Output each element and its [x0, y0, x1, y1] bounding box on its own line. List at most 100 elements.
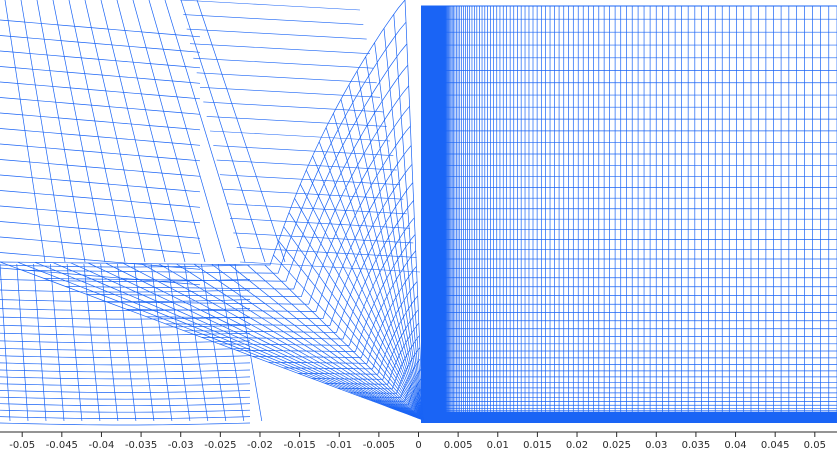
axis-tick-label: 0.015	[523, 440, 552, 451]
mesh-line	[219, 217, 415, 346]
mesh-line	[372, 369, 422, 402]
mesh-line	[20, 0, 66, 263]
mesh-line	[132, 0, 206, 263]
mesh-line	[252, 250, 416, 358]
mesh-line	[311, 309, 419, 380]
mesh-line	[66, 263, 83, 422]
mesh-line	[283, 281, 418, 370]
mesh-line	[0, 174, 201, 193]
mesh-line	[100, 263, 119, 422]
axis-tick-label: 0.04	[724, 440, 746, 451]
mesh-line	[233, 232, 414, 244]
mesh-line	[0, 267, 201, 286]
mesh-line	[16, 263, 29, 422]
mesh-line	[83, 263, 101, 422]
mesh-line	[0, 236, 201, 255]
x-axis: -0.05 -0.045 -0.04 -0.035 -0.03 -0.025 -0.02 -0…	[0, 431, 837, 451]
mesh-line	[0, 143, 201, 162]
mesh-line	[0, 252, 201, 270]
mesh-line	[338, 335, 420, 390]
mesh-line	[0, 19, 201, 38]
axis-tick-label: -0.05	[9, 440, 35, 451]
mesh-line	[0, 299, 251, 302]
mesh-line	[297, 295, 418, 375]
mesh-line	[36, 0, 86, 263]
mesh-line	[201, 263, 227, 422]
mesh-line	[226, 203, 407, 215]
mesh-line	[361, 358, 421, 398]
mesh-line	[0, 396, 251, 400]
mesh-line	[33, 263, 47, 422]
mesh-line	[0, 376, 251, 380]
mesh-line	[406, 403, 423, 415]
mesh-line	[0, 348, 251, 351]
mesh-line	[0, 390, 251, 393]
mesh-line	[0, 264, 251, 268]
mesh-line	[219, 174, 401, 185]
mesh-line	[350, 347, 421, 394]
mesh-line	[199, 87, 381, 98]
mesh-line	[390, 387, 422, 409]
mesh-line	[203, 101, 384, 113]
axis-tick-label: -0.025	[204, 440, 236, 451]
mesh-line	[184, 263, 209, 422]
mesh-line	[0, 340, 251, 344]
mesh-line	[148, 0, 226, 263]
mesh-line	[0, 0, 406, 266]
mesh-line	[417, 414, 424, 419]
mesh-line	[0, 409, 251, 413]
mesh-line	[165, 164, 413, 326]
mesh-line	[183, 14, 364, 25]
axis-tick-label: -0.005	[363, 440, 395, 451]
mesh-line	[117, 263, 137, 422]
axis-tick-label: 0	[415, 440, 421, 451]
mesh-line	[116, 0, 186, 263]
wall-boundary-layer	[421, 6, 445, 423]
mesh-line	[52, 0, 106, 263]
mesh-line	[50, 263, 65, 422]
mesh-line	[0, 263, 11, 422]
axis-tick-label: -0.04	[89, 440, 115, 451]
mesh-line	[68, 0, 126, 263]
mesh-line	[180, 0, 266, 263]
mesh-line	[201, 200, 414, 340]
mesh-line	[0, 316, 251, 320]
axis-tick-label: 0.01	[487, 440, 509, 451]
mesh-line	[213, 145, 394, 156]
mesh-line	[183, 182, 414, 333]
axis-tick-label: -0.03	[168, 440, 194, 451]
mesh-line	[412, 409, 423, 417]
mesh-line	[217, 263, 245, 422]
mesh-line	[209, 130, 391, 142]
mesh-line	[189, 43, 371, 54]
mesh-line	[0, 221, 201, 239]
mesh-line	[0, 35, 201, 53]
mesh-line	[239, 261, 421, 273]
mesh-line	[229, 218, 411, 229]
axis-tick-label: 0.05	[804, 440, 826, 451]
mesh-line	[325, 322, 420, 385]
mesh-line	[0, 112, 201, 131]
mesh-line	[167, 263, 191, 422]
mesh-line	[0, 190, 201, 208]
mesh-line	[0, 355, 251, 359]
mesh-line	[106, 106, 410, 305]
mesh-line	[0, 97, 201, 115]
mesh-line	[0, 50, 201, 69]
axis-tick-label: -0.045	[46, 440, 78, 451]
axis-tick-label: 0.035	[682, 440, 711, 451]
mesh-line	[196, 72, 377, 84]
mesh-line	[0, 422, 251, 426]
mesh-line	[196, 0, 286, 263]
mesh-line	[268, 266, 417, 364]
floor-boundary-layer	[445, 412, 837, 423]
mesh-line	[0, 159, 201, 177]
axis-tick-label: 0.02	[566, 440, 588, 451]
mesh-line	[0, 332, 251, 336]
mesh-line	[0, 66, 201, 84]
mesh-line	[216, 159, 397, 171]
mesh-line	[86, 85, 409, 298]
axis-tick-label: 0.025	[602, 440, 631, 451]
mesh-line	[179, 0, 361, 11]
